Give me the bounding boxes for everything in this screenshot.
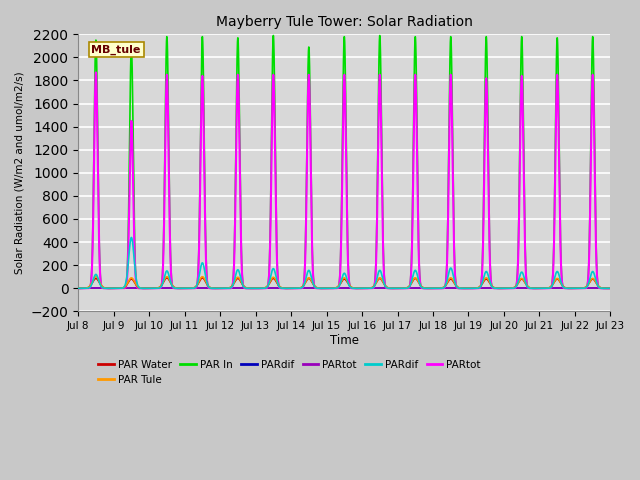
X-axis label: Time: Time: [330, 334, 359, 347]
Y-axis label: Solar Radiation (W/m2 and umol/m2/s): Solar Radiation (W/m2 and umol/m2/s): [15, 72, 25, 274]
Text: MB_tule: MB_tule: [92, 44, 141, 55]
Title: Mayberry Tule Tower: Solar Radiation: Mayberry Tule Tower: Solar Radiation: [216, 15, 473, 29]
Legend: PAR Water, PAR Tule, PAR In, PARdif, PARtot, PARdif, PARtot: PAR Water, PAR Tule, PAR In, PARdif, PAR…: [94, 356, 485, 389]
